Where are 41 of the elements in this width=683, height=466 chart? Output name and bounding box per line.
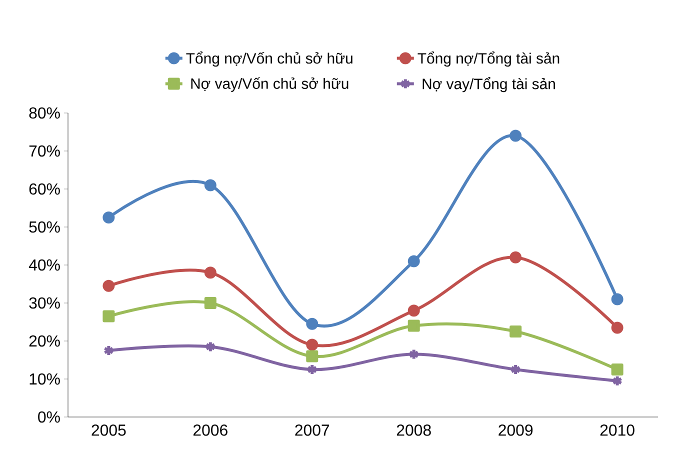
- y-tick-label: 30%: [29, 297, 60, 309]
- point: [204, 266, 216, 279]
- legend-label: Nợ vay/Tổng tài sản: [422, 77, 555, 92]
- point: [102, 211, 115, 224]
- legend-label: Nợ vay/Vốn chủ sở hữu: [191, 77, 348, 92]
- y-tick-label: 20%: [29, 335, 60, 347]
- point: [205, 340, 216, 353]
- x-tick-label: 2009: [498, 424, 533, 436]
- point: [306, 364, 318, 376]
- point: [204, 179, 216, 192]
- legend-label: Tổng nợ/Tổng tài sản: [418, 51, 560, 67]
- point: [408, 255, 420, 268]
- x-tick-label: 2005: [92, 424, 126, 436]
- point: [306, 350, 318, 362]
- y-tick-label: 80%: [29, 107, 60, 119]
- point: [102, 310, 115, 322]
- y-tick-label: 0%: [38, 411, 60, 423]
- point: [510, 364, 521, 376]
- y-tick-label: 40%: [28, 259, 60, 271]
- point: [510, 130, 522, 142]
- point: [306, 338, 318, 351]
- point: [204, 297, 216, 309]
- y-tick-label: 70%: [29, 145, 60, 157]
- x-tick-label: 2006: [193, 424, 228, 436]
- y-tick-label: 10%: [30, 373, 60, 385]
- point: [611, 293, 624, 306]
- point: [102, 280, 115, 292]
- point: [408, 304, 420, 317]
- point: [611, 322, 624, 334]
- point: [408, 348, 420, 360]
- point: [611, 364, 624, 376]
- x-tick-label: 2010: [600, 424, 634, 436]
- x-tick-label: 2008: [396, 424, 431, 436]
- point: [510, 251, 522, 264]
- point: [306, 318, 318, 330]
- point: [510, 326, 522, 338]
- y-tick-label: 50%: [29, 221, 60, 233]
- y-tick-label: 60%: [29, 183, 60, 195]
- legend-label: Tổng nợ/Vốn chủ sở hữu: [186, 51, 352, 67]
- x-tick-label: 2007: [295, 424, 330, 436]
- point: [408, 320, 420, 332]
